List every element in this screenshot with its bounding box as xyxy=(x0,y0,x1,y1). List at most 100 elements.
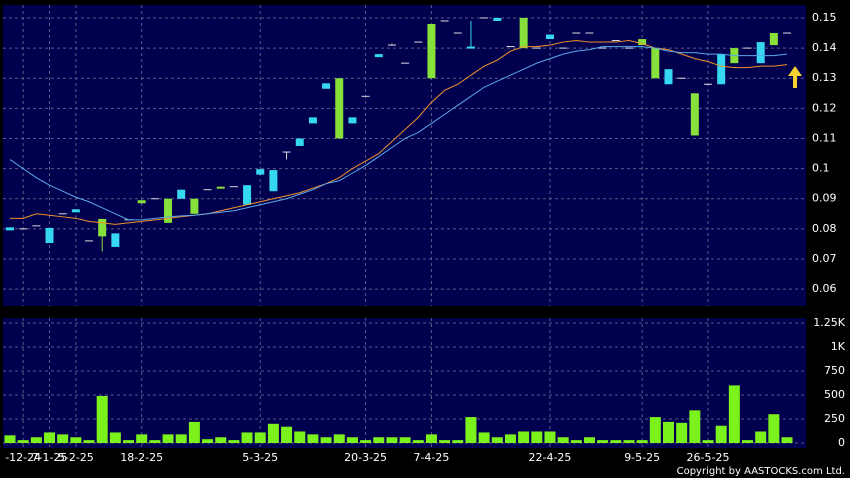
volume-bar xyxy=(399,437,411,444)
volume-bar xyxy=(715,425,727,444)
x-tick-label: 18-2-25 xyxy=(120,451,163,464)
volume-bar xyxy=(649,417,661,444)
volume-bar xyxy=(742,440,754,444)
volume-bar xyxy=(228,440,240,444)
volume-tick-label: 1.25K xyxy=(813,316,845,329)
candle-body xyxy=(651,48,660,79)
volume-bar xyxy=(531,431,543,444)
volume-bar xyxy=(728,385,740,444)
volume-tick-label: 1K xyxy=(831,340,846,353)
candle-body xyxy=(216,186,225,189)
volume-bar xyxy=(215,437,227,444)
volume-bar xyxy=(412,440,424,444)
x-tick-label: 5-2-25 xyxy=(58,451,94,464)
volume-bar xyxy=(136,434,148,444)
candle-body xyxy=(177,189,186,199)
grid xyxy=(3,5,806,448)
volume-bar xyxy=(96,395,108,444)
volume-bar xyxy=(689,410,701,444)
volume-bar xyxy=(373,437,385,444)
volume-bar xyxy=(663,421,674,444)
y-tick-label: 0.09 xyxy=(812,192,837,205)
volume-bar xyxy=(188,421,200,444)
volume-bar xyxy=(583,437,595,444)
candle-body xyxy=(269,170,278,192)
volume-bar xyxy=(781,437,793,444)
volume-bar xyxy=(439,440,451,444)
volume-bar xyxy=(175,434,187,444)
volume-bar xyxy=(676,422,688,444)
candle-body xyxy=(664,69,673,85)
candle-body xyxy=(756,42,765,64)
volume-bar xyxy=(755,431,767,444)
candle-body xyxy=(348,117,357,124)
volume-bar xyxy=(30,437,42,444)
candle-body xyxy=(111,233,120,247)
volume-tick-label: 750 xyxy=(824,364,845,377)
candle-body xyxy=(335,78,344,139)
candle-body xyxy=(71,209,80,213)
candle-body xyxy=(519,17,528,49)
y-tick-label: 0.06 xyxy=(812,282,837,295)
volume-bar xyxy=(70,437,82,444)
volume-bar xyxy=(636,440,648,444)
x-tick-label: 7-1-25 xyxy=(32,451,68,464)
volume-bar xyxy=(425,434,437,444)
candle-body xyxy=(137,200,146,204)
candle-body xyxy=(638,39,647,46)
volume-bar xyxy=(241,432,253,444)
candle-body xyxy=(190,198,199,214)
x-tick-label: 20-3-25 xyxy=(344,451,387,464)
volume-bar xyxy=(544,431,556,444)
volume-bar xyxy=(610,440,622,444)
volume-bar xyxy=(360,440,372,444)
volume-bar xyxy=(768,414,780,444)
x-tick-label: 7-4-25 xyxy=(413,451,449,464)
volume-bar xyxy=(491,437,503,444)
candle-body xyxy=(769,33,778,46)
volume-bar xyxy=(162,434,174,444)
candle-body xyxy=(243,185,252,205)
candle-body xyxy=(308,117,317,124)
volume-bar xyxy=(149,440,161,444)
volume-tick-label: 0 xyxy=(838,436,845,449)
volume-bar xyxy=(623,440,635,444)
candle-body xyxy=(690,93,699,136)
x-tick-label: 5-3-25 xyxy=(242,451,278,464)
volume-tick-label: 500 xyxy=(824,388,845,401)
y-tick-label: 0.12 xyxy=(812,101,837,114)
marks xyxy=(4,17,793,444)
x-tick-label: 22-4-25 xyxy=(529,451,572,464)
candle-body xyxy=(427,23,436,79)
volume-bar xyxy=(518,431,530,444)
volume-bar xyxy=(597,440,609,444)
volume-bar xyxy=(109,432,121,444)
candle-body xyxy=(717,54,726,85)
x-tick-label: 26-5-25 xyxy=(687,451,730,464)
candle-body xyxy=(493,17,502,21)
volume-bar xyxy=(557,437,569,444)
candle-body xyxy=(6,227,14,231)
volume-bar xyxy=(17,440,29,444)
y-tick-label: 0.1 xyxy=(812,162,830,175)
candle-body xyxy=(164,198,173,223)
volume-bar xyxy=(346,437,358,444)
price-panel xyxy=(3,5,806,306)
candle-body xyxy=(466,46,475,49)
volume-bar xyxy=(307,434,319,444)
volume-bar xyxy=(4,435,16,444)
volume-bar xyxy=(478,432,490,444)
moving-average-line xyxy=(9,46,788,221)
candle-body xyxy=(45,227,54,244)
volume-bar xyxy=(702,440,714,444)
candle-body xyxy=(295,138,304,147)
volume-bar xyxy=(123,440,135,444)
candle-body xyxy=(322,83,331,89)
volume-bar xyxy=(504,434,516,444)
volume-tick-label: 250 xyxy=(824,412,845,425)
y-tick-label: 0.14 xyxy=(812,41,837,54)
volume-bar xyxy=(333,434,345,444)
volume-bar xyxy=(320,437,332,444)
candle-body xyxy=(374,54,383,58)
